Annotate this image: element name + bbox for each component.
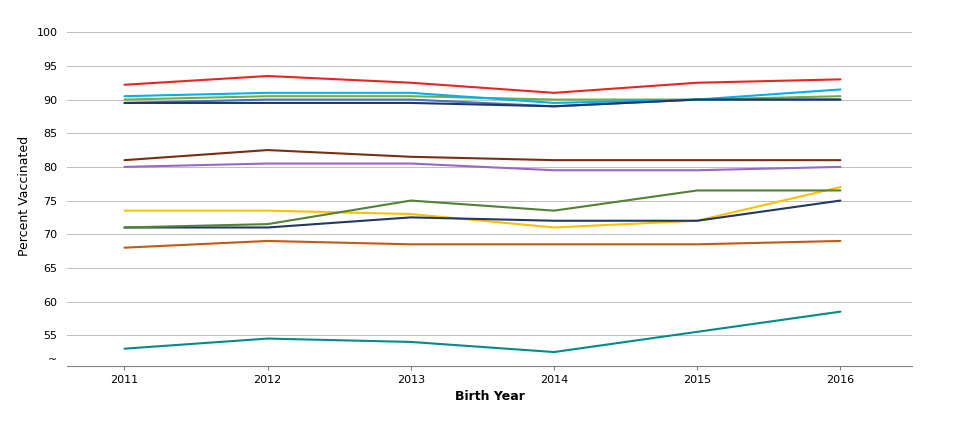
Y-axis label: Percent Vaccinated: Percent Vaccinated xyxy=(18,136,31,255)
X-axis label: Birth Year: Birth Year xyxy=(455,390,524,403)
